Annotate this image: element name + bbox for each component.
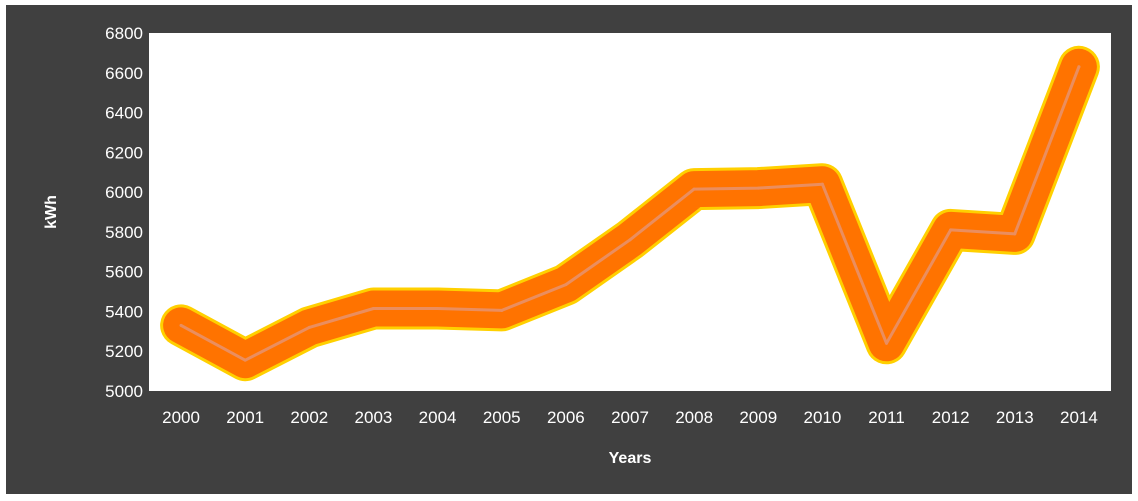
x-tick-label: 2011: [868, 408, 905, 427]
data-point: [820, 182, 824, 186]
y-tick-label: 6000: [105, 183, 143, 202]
x-tick-label: 2005: [483, 408, 521, 427]
data-point: [307, 325, 311, 329]
chart-frame: 5000 5200 5400 5600 5800 6000 6200 6400 6600 6800…: [6, 5, 1132, 494]
y-tick-label: 5800: [105, 223, 143, 242]
y-tick-label: 5200: [105, 342, 143, 361]
x-tick-label: 2009: [739, 408, 777, 427]
data-point: [1077, 65, 1081, 69]
data-point: [500, 308, 504, 312]
data-point: [179, 323, 183, 327]
data-point: [628, 238, 632, 242]
y-tick-label: 6400: [105, 104, 143, 123]
data-point: [692, 187, 696, 191]
line-chart: 5000 5200 5400 5600 5800 6000 6200 6400 6600 6800…: [43, 24, 1111, 467]
x-axis-tick-labels: 2000 2001 2002 2003 2004 2005 2006 2007 2008 2009…: [162, 408, 1098, 427]
x-tick-label: 2014: [1060, 408, 1098, 427]
x-tick-label: 2006: [547, 408, 585, 427]
data-point: [885, 341, 889, 345]
x-tick-label: 2013: [996, 408, 1034, 427]
y-tick-label: 6600: [105, 64, 143, 83]
x-tick-label: 2010: [803, 408, 841, 427]
data-point: [1013, 232, 1017, 236]
series-layer: [160, 45, 1100, 382]
data-point: [371, 306, 375, 310]
x-tick-label: 2001: [226, 408, 264, 427]
y-tick-label: 5000: [105, 382, 143, 401]
y-axis-tick-labels: 5000 5200 5400 5600 5800 6000 6200 6400 6600 6800: [105, 24, 143, 401]
x-tick-label: 2004: [419, 408, 457, 427]
y-axis-title: kWh: [43, 195, 60, 229]
data-point: [436, 306, 440, 310]
data-point: [949, 228, 953, 232]
x-tick-label: 2008: [675, 408, 713, 427]
x-axis-title: Years: [609, 450, 652, 467]
data-point: [243, 358, 247, 362]
x-tick-label: 2012: [932, 408, 970, 427]
y-tick-label: 5400: [105, 302, 143, 321]
y-tick-label: 5600: [105, 263, 143, 282]
data-point: [756, 186, 760, 190]
data-point: [564, 283, 568, 287]
y-tick-label: 6800: [105, 24, 143, 43]
x-tick-label: 2002: [290, 408, 328, 427]
x-tick-label: 2007: [611, 408, 649, 427]
x-tick-label: 2003: [355, 408, 393, 427]
y-tick-label: 6200: [105, 143, 143, 162]
x-tick-label: 2000: [162, 408, 200, 427]
